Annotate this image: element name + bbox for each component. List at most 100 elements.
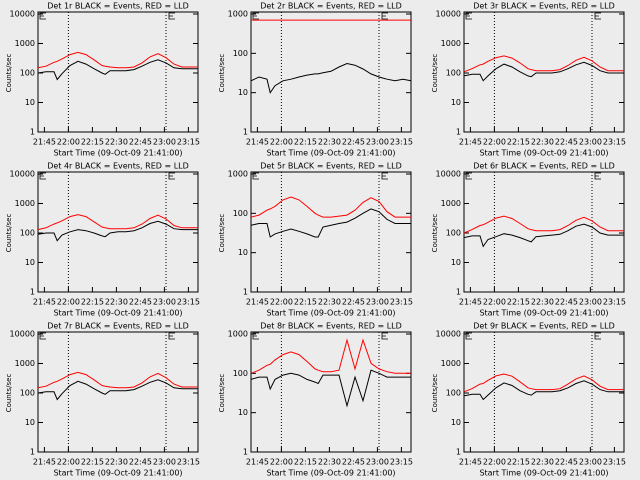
y-tick-label: 1000 bbox=[228, 330, 248, 339]
y-tick-label: 1000 bbox=[441, 359, 461, 368]
e-marker bbox=[252, 332, 259, 340]
x-tick-label: 22:45 bbox=[342, 138, 365, 147]
y-tick-label: 100 bbox=[20, 69, 35, 78]
series-line bbox=[37, 51, 198, 69]
x-tick-label: 21:45 bbox=[459, 458, 482, 467]
y-tick-label: 1000 bbox=[15, 359, 35, 368]
chart-title: Det 2r BLACK = Events, RED = LLD bbox=[260, 2, 402, 11]
y-tick-label: 10000 bbox=[436, 10, 461, 19]
e-marker bbox=[39, 12, 46, 20]
series-line bbox=[463, 61, 624, 82]
x-tick-label: 22:00 bbox=[483, 138, 506, 147]
y-tick-label: 100 bbox=[446, 69, 461, 78]
e-marker bbox=[465, 332, 472, 340]
x-tick-label: 21:45 bbox=[459, 298, 482, 307]
series-line bbox=[37, 59, 198, 81]
y-tick-label: 1000 bbox=[228, 170, 248, 179]
x-tick-label: 23:15 bbox=[177, 138, 200, 147]
e-marker bbox=[39, 172, 46, 180]
x-tick-label: 21:45 bbox=[33, 458, 56, 467]
plot-frame bbox=[250, 331, 412, 453]
y-tick-label: 10 bbox=[25, 258, 35, 267]
x-tick-label: 22:00 bbox=[270, 138, 293, 147]
y-tick-label: 100 bbox=[233, 49, 248, 58]
series-line bbox=[250, 369, 411, 408]
x-tick-label: 22:45 bbox=[129, 458, 152, 467]
x-tick-label: 23:15 bbox=[603, 298, 626, 307]
e-marker bbox=[252, 172, 259, 180]
x-tick-label: 21:45 bbox=[33, 138, 56, 147]
e-marker bbox=[465, 12, 472, 20]
y-tick-label: 1 bbox=[30, 288, 35, 297]
x-tick-label: 23:15 bbox=[177, 298, 200, 307]
x-axis-label: Start Time (09-Oct-09 21:41:00) bbox=[479, 469, 608, 478]
y-axis-label: Counts/sec bbox=[5, 214, 13, 253]
x-axis-label: Start Time (09-Oct-09 21:41:00) bbox=[266, 149, 395, 158]
y-axis-label: Counts/sec bbox=[218, 54, 226, 93]
x-tick-label: 22:15 bbox=[294, 298, 317, 307]
x-tick-label: 23:00 bbox=[579, 458, 602, 467]
x-tick-label: 23:15 bbox=[390, 298, 413, 307]
plot-frame bbox=[250, 171, 412, 293]
x-tick-label: 22:15 bbox=[507, 138, 530, 147]
y-tick-label: 100 bbox=[20, 229, 35, 238]
x-tick-label: 22:00 bbox=[57, 138, 80, 147]
plot-frame bbox=[37, 171, 199, 293]
plot-frame bbox=[250, 11, 412, 133]
x-tick-label: 22:15 bbox=[81, 298, 104, 307]
x-tick-label: 22:30 bbox=[318, 298, 341, 307]
e-marker bbox=[594, 172, 601, 180]
y-tick-label: 1 bbox=[30, 448, 35, 457]
y-tick-label: 10000 bbox=[436, 330, 461, 339]
x-axis-label: Start Time (09-Oct-09 21:41:00) bbox=[479, 149, 608, 158]
e-marker bbox=[168, 172, 175, 180]
x-tick-label: 22:00 bbox=[270, 298, 293, 307]
chart-title: Det 5r BLACK = Events, RED = LLD bbox=[260, 162, 402, 171]
x-axis-label: Start Time (09-Oct-09 21:41:00) bbox=[266, 469, 395, 478]
x-tick-label: 21:45 bbox=[246, 298, 269, 307]
x-tick-label: 23:00 bbox=[366, 458, 389, 467]
e-marker bbox=[381, 172, 388, 180]
x-tick-label: 22:15 bbox=[81, 458, 104, 467]
y-tick-label: 100 bbox=[233, 369, 248, 378]
series-line bbox=[463, 215, 624, 234]
e-marker bbox=[381, 332, 388, 340]
x-tick-label: 22:15 bbox=[507, 298, 530, 307]
series-line bbox=[463, 380, 624, 401]
x-tick-label: 22:30 bbox=[531, 138, 554, 147]
y-tick-label: 10 bbox=[451, 258, 461, 267]
e-marker bbox=[381, 12, 388, 20]
chart-title: Det 8r BLACK = Events, RED = LLD bbox=[260, 322, 402, 331]
x-tick-label: 22:45 bbox=[129, 298, 152, 307]
x-tick-label: 22:45 bbox=[342, 298, 365, 307]
series-line bbox=[250, 338, 411, 374]
x-tick-label: 22:45 bbox=[342, 458, 365, 467]
x-tick-label: 22:00 bbox=[270, 458, 293, 467]
series-line bbox=[250, 196, 411, 218]
y-tick-label: 1000 bbox=[15, 199, 35, 208]
x-tick-label: 22:30 bbox=[105, 138, 128, 147]
e-marker bbox=[594, 332, 601, 340]
x-axis-label: Start Time (09-Oct-09 21:41:00) bbox=[53, 309, 182, 318]
series-line bbox=[250, 62, 412, 94]
plot-frame bbox=[37, 331, 199, 453]
y-axis-label: Counts/sec bbox=[218, 214, 226, 253]
x-tick-label: 23:00 bbox=[153, 458, 176, 467]
x-axis-label: Start Time (09-Oct-09 21:41:00) bbox=[53, 469, 182, 478]
y-tick-label: 10 bbox=[238, 88, 248, 97]
x-tick-label: 23:00 bbox=[366, 138, 389, 147]
x-tick-label: 22:30 bbox=[531, 298, 554, 307]
chart-title: Det 1r BLACK = Events, RED = LLD bbox=[47, 2, 189, 11]
x-tick-label: 22:30 bbox=[531, 458, 554, 467]
y-tick-label: 1000 bbox=[15, 39, 35, 48]
y-tick-label: 1000 bbox=[441, 199, 461, 208]
x-tick-label: 23:00 bbox=[153, 138, 176, 147]
y-tick-label: 10000 bbox=[10, 10, 35, 19]
y-tick-label: 100 bbox=[20, 389, 35, 398]
chart-title: Det 7r BLACK = Events, RED = LLD bbox=[47, 322, 189, 331]
x-tick-label: 22:45 bbox=[129, 138, 152, 147]
plot-frame bbox=[463, 171, 625, 293]
chart-title: Det 4r BLACK = Events, RED = LLD bbox=[47, 162, 189, 171]
series-line bbox=[37, 220, 198, 242]
